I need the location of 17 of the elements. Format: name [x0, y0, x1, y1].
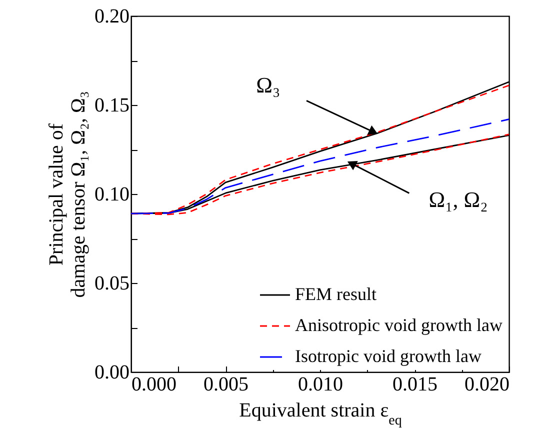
annotation: Ω₁, Ω₂ [428, 186, 488, 212]
y-axis-title: Principal value of damage tensor Ω₁, Ω₂, Ω₃ [46, 91, 90, 298]
y-tick-label: 0.20 [94, 6, 130, 28]
y-tick-label: 0.15 [94, 94, 130, 116]
x-tick-label: 0.020 [464, 374, 510, 396]
legend-label: FEM result [295, 284, 377, 304]
x-tick-label: 0.015 [392, 374, 438, 396]
annotation: Ω₃ [256, 72, 280, 98]
x-tick-label: 0.005 [204, 374, 248, 396]
x-axis-title: Equivalent strain ε$_{eq}$ [239, 400, 402, 428]
y-tick-label: 0.00 [94, 362, 130, 384]
x-tick-label: 0.000 [132, 374, 176, 396]
legend-label: Anisotropic void growth law [295, 315, 502, 335]
y-tick-label: 0.10 [94, 184, 130, 206]
x-tick-label: 0.010 [298, 374, 343, 396]
y-tick-label: 0.05 [94, 272, 130, 294]
legend-label: Isotropic void growth law [295, 346, 482, 366]
